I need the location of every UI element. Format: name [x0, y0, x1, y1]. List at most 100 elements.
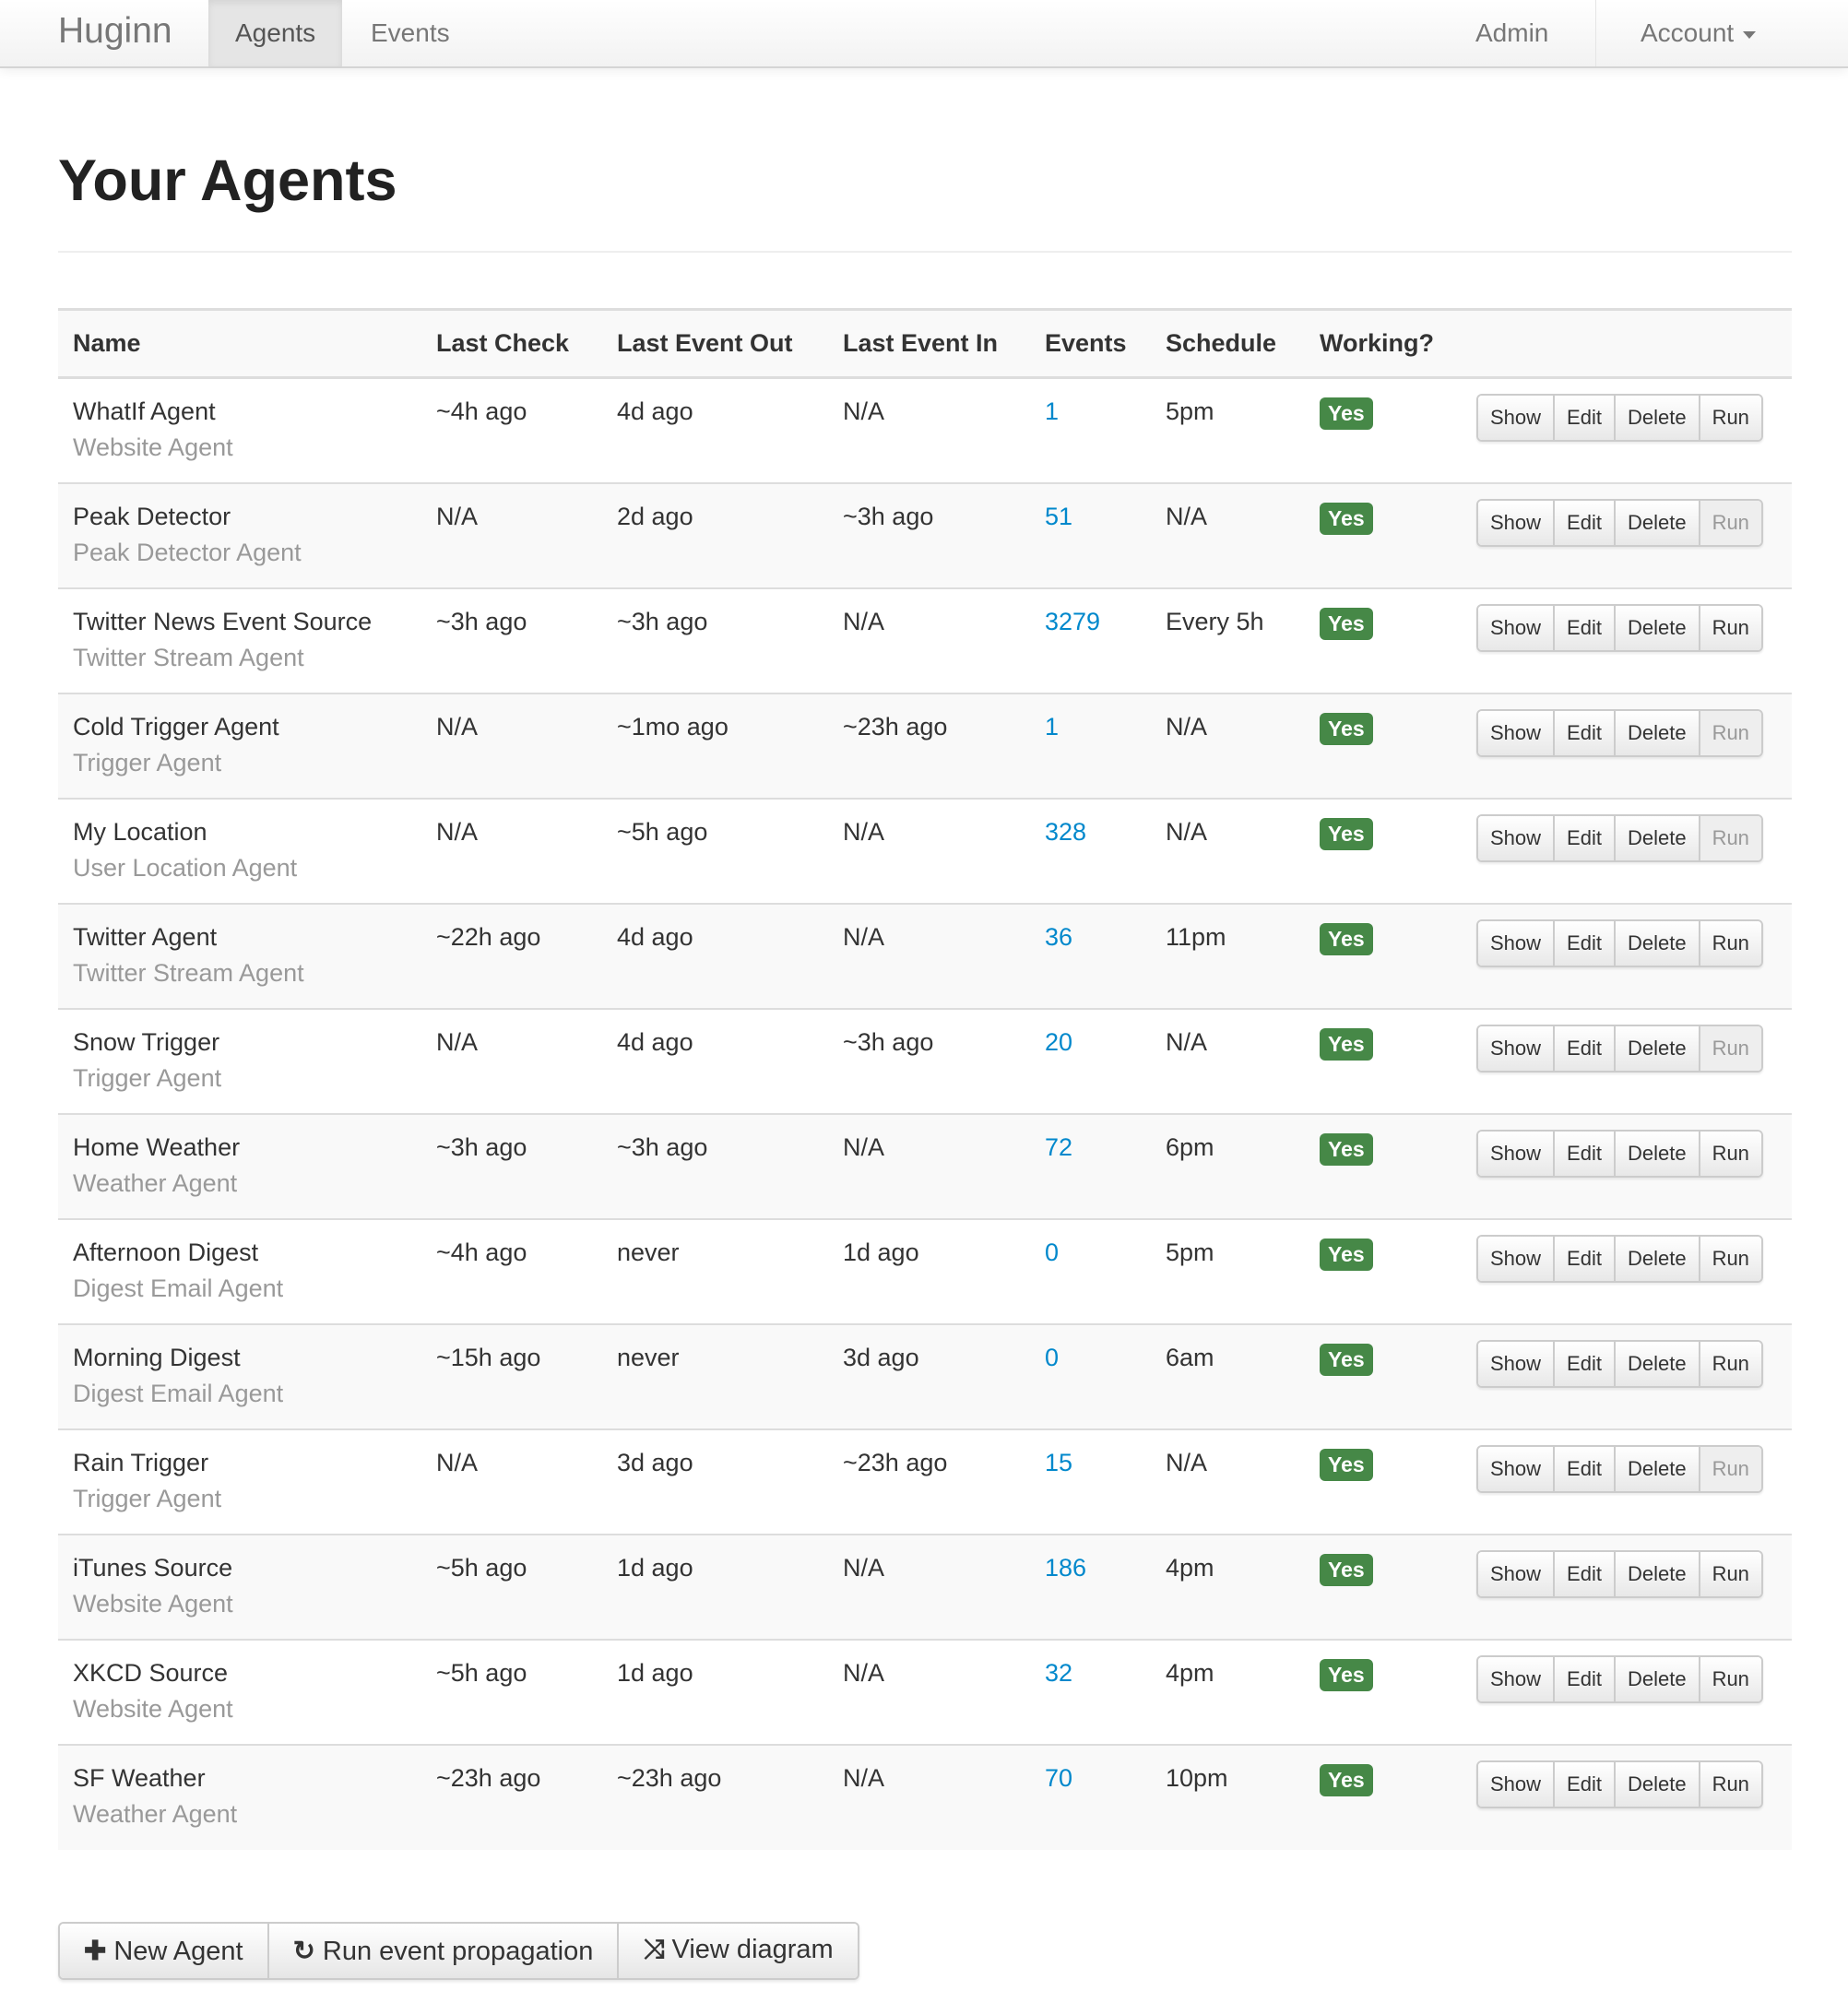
nav-agents[interactable]: Agents	[208, 0, 343, 66]
delete-button[interactable]: Delete	[1613, 1236, 1699, 1281]
delete-button[interactable]: Delete	[1613, 1131, 1699, 1176]
events-count-link[interactable]: 32	[1045, 1658, 1073, 1687]
agent-name[interactable]: WhatIf Agent	[73, 397, 216, 425]
run-button[interactable]: Run	[1698, 1341, 1761, 1386]
agent-name[interactable]: Twitter News Event Source	[73, 607, 373, 635]
run-button[interactable]: Run	[1698, 396, 1761, 440]
events-count-link[interactable]: 36	[1045, 922, 1073, 951]
col-last-event-in: Last Event In	[828, 308, 1030, 379]
run-button[interactable]: Run	[1698, 1236, 1761, 1281]
agent-name[interactable]: Morning Digest	[73, 1343, 241, 1371]
show-button[interactable]: Show	[1478, 396, 1554, 440]
cell-events: 32	[1030, 1638, 1151, 1745]
cell-last-event-out: 4d ago	[617, 397, 693, 425]
agent-name[interactable]: SF Weather	[73, 1763, 206, 1792]
show-button[interactable]: Show	[1478, 1341, 1554, 1386]
events-count-link[interactable]: 328	[1045, 817, 1087, 846]
edit-button[interactable]: Edit	[1553, 1025, 1614, 1071]
show-button[interactable]: Show	[1478, 815, 1554, 860]
run-button[interactable]: Run	[1698, 1761, 1761, 1807]
delete-button[interactable]: Delete	[1613, 1551, 1699, 1596]
show-button[interactable]: Show	[1478, 710, 1554, 755]
run-button[interactable]: Run	[1698, 1551, 1761, 1596]
show-button[interactable]: Show	[1478, 1551, 1554, 1596]
events-count-link[interactable]: 0	[1045, 1238, 1060, 1266]
show-button[interactable]: Show	[1478, 1025, 1554, 1071]
edit-button[interactable]: Edit	[1553, 710, 1614, 755]
edit-button[interactable]: Edit	[1553, 500, 1614, 545]
agent-name[interactable]: Twitter Agent	[73, 922, 218, 951]
cell-name: WhatIf Agent Website Agent	[58, 378, 421, 483]
edit-button[interactable]: Edit	[1553, 1236, 1614, 1281]
delete-button[interactable]: Delete	[1613, 920, 1699, 966]
edit-button[interactable]: Edit	[1553, 1446, 1614, 1491]
nav-events[interactable]: Events	[371, 18, 450, 47]
agent-name[interactable]: Home Weather	[73, 1132, 241, 1161]
edit-button[interactable]: Edit	[1553, 1341, 1614, 1386]
edit-button[interactable]: Edit	[1553, 396, 1614, 440]
delete-button[interactable]: Delete	[1613, 1761, 1699, 1807]
table-row: Home Weather Weather Agent ~3h ago ~3h ag…	[58, 1112, 1792, 1219]
nav-admin[interactable]: Admin	[1475, 18, 1549, 47]
events-count-link[interactable]: 186	[1045, 1553, 1087, 1582]
cell-name: Cold Trigger Agent Trigger Agent	[58, 692, 421, 799]
agent-name[interactable]: XKCD Source	[73, 1658, 229, 1687]
agent-name[interactable]: Afternoon Digest	[73, 1238, 259, 1266]
brand-logo[interactable]: Huginn	[58, 11, 172, 51]
run-button[interactable]: Run	[1698, 1131, 1761, 1176]
show-button[interactable]: Show	[1478, 1236, 1554, 1281]
show-button[interactable]: Show	[1478, 605, 1554, 650]
delete-button[interactable]: Delete	[1613, 1446, 1699, 1491]
run-button[interactable]: Run	[1698, 1446, 1761, 1491]
edit-button[interactable]: Edit	[1553, 1656, 1614, 1701]
events-count-link[interactable]: 0	[1045, 1343, 1060, 1371]
run-event-propagation-button[interactable]: ↻ Run event propagation	[267, 1924, 618, 1978]
agent-name[interactable]: iTunes Source	[73, 1553, 233, 1582]
edit-button[interactable]: Edit	[1553, 605, 1614, 650]
run-button[interactable]: Run	[1698, 1656, 1761, 1701]
events-count-link[interactable]: 3279	[1045, 607, 1101, 635]
run-button[interactable]: Run	[1698, 920, 1761, 966]
new-agent-button[interactable]: ✚ New Agent	[60, 1924, 267, 1978]
agent-name[interactable]: My Location	[73, 817, 207, 846]
agent-name[interactable]: Cold Trigger Agent	[73, 712, 279, 741]
agent-name[interactable]: Peak Detector	[73, 502, 231, 530]
delete-button[interactable]: Delete	[1613, 710, 1699, 755]
edit-button[interactable]: Edit	[1553, 920, 1614, 966]
table-row: Afternoon Digest Digest Email Agent ~4h a…	[58, 1217, 1792, 1324]
show-button[interactable]: Show	[1478, 1761, 1554, 1807]
delete-button[interactable]: Delete	[1613, 1025, 1699, 1071]
delete-button[interactable]: Delete	[1613, 396, 1699, 440]
agent-name[interactable]: Snow Trigger	[73, 1027, 220, 1056]
show-button[interactable]: Show	[1478, 1446, 1554, 1491]
events-count-link[interactable]: 72	[1045, 1132, 1073, 1161]
run-button[interactable]: Run	[1698, 500, 1761, 545]
delete-button[interactable]: Delete	[1613, 1341, 1699, 1386]
events-count-link[interactable]: 1	[1045, 397, 1060, 425]
run-button[interactable]: Run	[1698, 710, 1761, 755]
run-button[interactable]: Run	[1698, 815, 1761, 860]
agent-name[interactable]: Rain Trigger	[73, 1448, 209, 1476]
events-count-link[interactable]: 15	[1045, 1448, 1073, 1476]
show-button[interactable]: Show	[1478, 1131, 1554, 1176]
events-count-link[interactable]: 1	[1045, 712, 1060, 741]
edit-button[interactable]: Edit	[1553, 1131, 1614, 1176]
view-diagram-button[interactable]: ⤨ View diagram	[617, 1924, 858, 1978]
delete-button[interactable]: Delete	[1613, 605, 1699, 650]
run-button[interactable]: Run	[1698, 1025, 1761, 1071]
col-name: Name	[58, 308, 421, 379]
delete-button[interactable]: Delete	[1613, 500, 1699, 545]
delete-button[interactable]: Delete	[1613, 1656, 1699, 1701]
run-button[interactable]: Run	[1698, 605, 1761, 650]
events-count-link[interactable]: 20	[1045, 1027, 1073, 1056]
show-button[interactable]: Show	[1478, 920, 1554, 966]
show-button[interactable]: Show	[1478, 1656, 1554, 1701]
nav-account-dropdown[interactable]: Account	[1614, 0, 1783, 66]
edit-button[interactable]: Edit	[1553, 1761, 1614, 1807]
delete-button[interactable]: Delete	[1613, 815, 1699, 860]
edit-button[interactable]: Edit	[1553, 815, 1614, 860]
events-count-link[interactable]: 70	[1045, 1763, 1073, 1792]
edit-button[interactable]: Edit	[1553, 1551, 1614, 1596]
events-count-link[interactable]: 51	[1045, 502, 1073, 530]
show-button[interactable]: Show	[1478, 500, 1554, 545]
